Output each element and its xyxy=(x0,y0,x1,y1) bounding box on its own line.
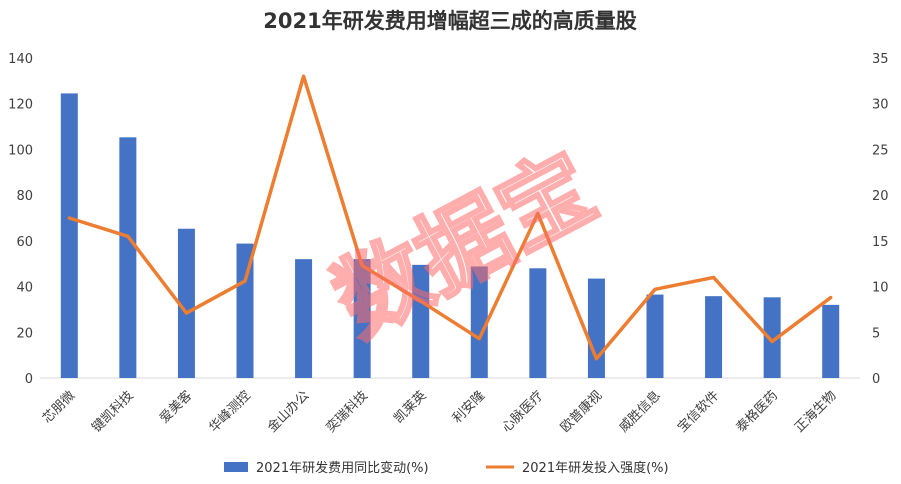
y-right-tick-label: 0 xyxy=(872,372,880,387)
bar xyxy=(177,228,195,378)
y-left-tick-label: 20 xyxy=(16,326,33,341)
chart-title: 2021年研发费用增幅超三成的高质量股 xyxy=(263,9,636,33)
bar xyxy=(646,294,664,378)
y-right-tick-label: 30 xyxy=(872,98,889,113)
line-path xyxy=(67,74,833,361)
watermark: 数据宝 xyxy=(318,133,612,357)
category-label: 金山办公 xyxy=(264,388,312,436)
y-left-tick-label: 100 xyxy=(8,143,33,158)
y-left-tick-label: 140 xyxy=(8,52,33,67)
bar xyxy=(470,266,488,378)
category-label: 键凯科技 xyxy=(89,388,136,435)
bar xyxy=(236,243,254,378)
y-right-tick-label: 20 xyxy=(872,189,889,204)
y-left-tick-label: 40 xyxy=(16,281,33,296)
bar xyxy=(412,264,430,378)
category-label: 芯朋微 xyxy=(40,388,78,426)
category-label: 奕瑞科技 xyxy=(323,388,371,436)
y-left-tick-label: 80 xyxy=(16,189,33,204)
axes: 0 20 40 60 80 100 120 140 0 5 10 15 20 25 30 35 xyxy=(8,52,888,387)
bar xyxy=(295,259,313,378)
bar xyxy=(822,304,840,378)
y-right-tick-label: 15 xyxy=(872,235,889,250)
line-series xyxy=(67,74,833,361)
category-label: 欧普康视 xyxy=(557,388,605,436)
bar xyxy=(705,296,723,378)
y-left-tick-label: 60 xyxy=(16,235,33,250)
y-right-tick-label: 35 xyxy=(872,52,889,67)
bar-series xyxy=(60,93,840,378)
category-label: 正海生物 xyxy=(792,388,839,435)
legend-bar-label: 2021年研发费用同比变动(%) xyxy=(256,460,429,476)
category-label: 心脉医疗 xyxy=(499,388,546,435)
y-left-tick-label: 0 xyxy=(25,372,33,387)
bar xyxy=(763,297,781,378)
category-label: 利安隆 xyxy=(450,388,488,426)
category-label: 爱美客 xyxy=(156,388,195,427)
category-label: 宝信软件 xyxy=(675,388,722,435)
category-label: 威胜信息 xyxy=(616,388,664,436)
y-right-tick-label: 5 xyxy=(872,326,880,341)
legend: 2021年研发费用同比变动(%) 2021年研发投入强度(%) xyxy=(224,460,669,476)
category-labels: 芯朋微 键凯科技 爱美客 华峰测控 金山办公 奕瑞科技 凯莱英 利安隆 心脉医疗 欧普康视 威胜信息… xyxy=(40,388,840,436)
y-left-tick-label: 120 xyxy=(8,98,33,113)
y-right-tick-label: 25 xyxy=(872,143,889,158)
category-label: 凯莱英 xyxy=(391,388,429,426)
legend-line-label: 2021年研发投入强度(%) xyxy=(522,460,669,476)
y-right-tick-label: 10 xyxy=(872,281,889,296)
legend-bar-swatch xyxy=(224,462,248,472)
bar xyxy=(60,93,78,378)
bar xyxy=(119,137,137,378)
category-label: 华峰测控 xyxy=(206,388,253,435)
bar xyxy=(353,259,371,378)
bar xyxy=(587,278,605,378)
bar xyxy=(529,268,547,378)
category-label: 泰格医药 xyxy=(733,388,781,436)
